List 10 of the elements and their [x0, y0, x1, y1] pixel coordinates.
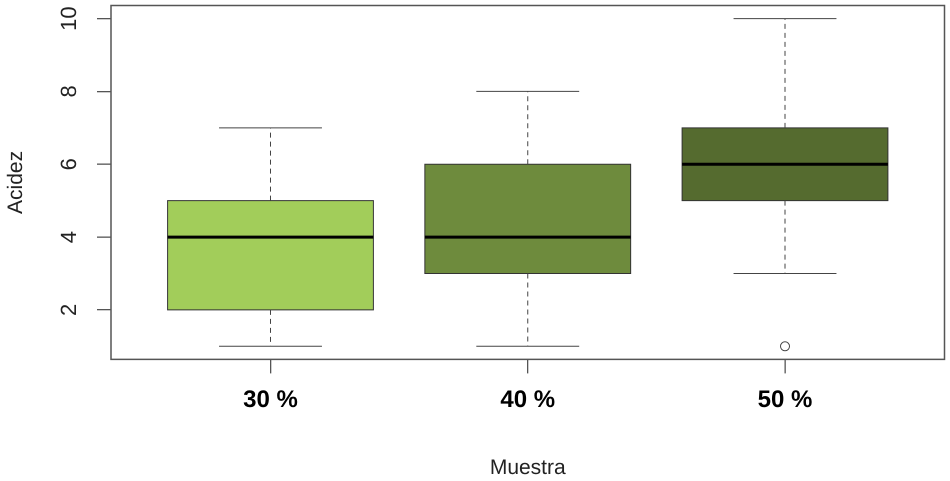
- x-axis-title: Muestra: [490, 456, 566, 479]
- y-tick-label: 10: [56, 6, 82, 31]
- x-tick-label: 30 %: [243, 386, 298, 414]
- y-tick-label: 6: [56, 158, 82, 170]
- y-tick-label: 8: [56, 85, 82, 98]
- y-tick-label: 2: [56, 304, 82, 316]
- x-tick-label: 40 %: [500, 386, 556, 414]
- x-tick-label: 50 %: [758, 386, 812, 414]
- y-axis-title: Acidez: [4, 150, 27, 214]
- y-tick-label: 4: [56, 230, 82, 244]
